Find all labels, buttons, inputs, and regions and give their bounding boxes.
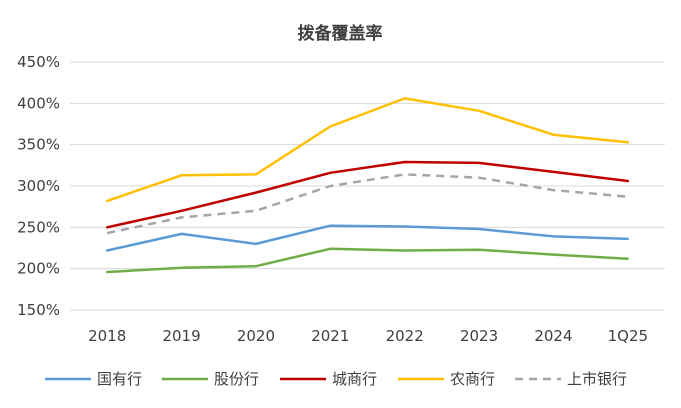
legend-label-0: 国有行 bbox=[97, 370, 142, 388]
series-layer bbox=[105, 97, 630, 274]
series-line-0 bbox=[105, 224, 630, 252]
legend-label-4: 上市银行 bbox=[567, 370, 627, 388]
y-tick-label: 250% bbox=[17, 218, 60, 236]
chart-title: 拨备覆盖率 bbox=[298, 23, 383, 44]
x-axis-ticks: 2018 2019 2020 2021 2022 2023 2024 1Q25 bbox=[88, 327, 648, 345]
x-tick-label: 2020 bbox=[237, 327, 275, 345]
y-tick-label: 150% bbox=[17, 301, 60, 319]
legend-label-2: 城商行 bbox=[332, 370, 377, 388]
legend: 国有行 股份行 城商行 农商行 上市银行 bbox=[45, 370, 627, 388]
y-tick-label: 350% bbox=[17, 136, 60, 154]
series-line-4 bbox=[106, 173, 628, 235]
y-tick-label: 300% bbox=[17, 177, 60, 195]
y-tick-label: 200% bbox=[17, 260, 60, 278]
x-tick-label: 2024 bbox=[534, 327, 572, 345]
x-tick-label: 2021 bbox=[311, 327, 349, 345]
series-line-3 bbox=[105, 97, 630, 203]
legend-label-1: 股份行 bbox=[214, 370, 259, 388]
grid-layer bbox=[70, 61, 665, 311]
x-tick-label: 2019 bbox=[162, 327, 200, 345]
x-tick-label: 1Q25 bbox=[608, 327, 648, 345]
x-tick-label: 2022 bbox=[386, 327, 424, 345]
legend-label-3: 农商行 bbox=[450, 370, 495, 388]
series-line-1 bbox=[105, 247, 630, 274]
y-axis-ticks: 150% 200% 250% 300% 350% 400% 450% bbox=[17, 53, 60, 319]
series-line-2 bbox=[105, 160, 630, 229]
y-tick-label: 400% bbox=[17, 94, 60, 112]
x-tick-label: 2018 bbox=[88, 327, 126, 345]
y-tick-label: 450% bbox=[17, 53, 60, 71]
x-tick-label: 2023 bbox=[460, 327, 498, 345]
